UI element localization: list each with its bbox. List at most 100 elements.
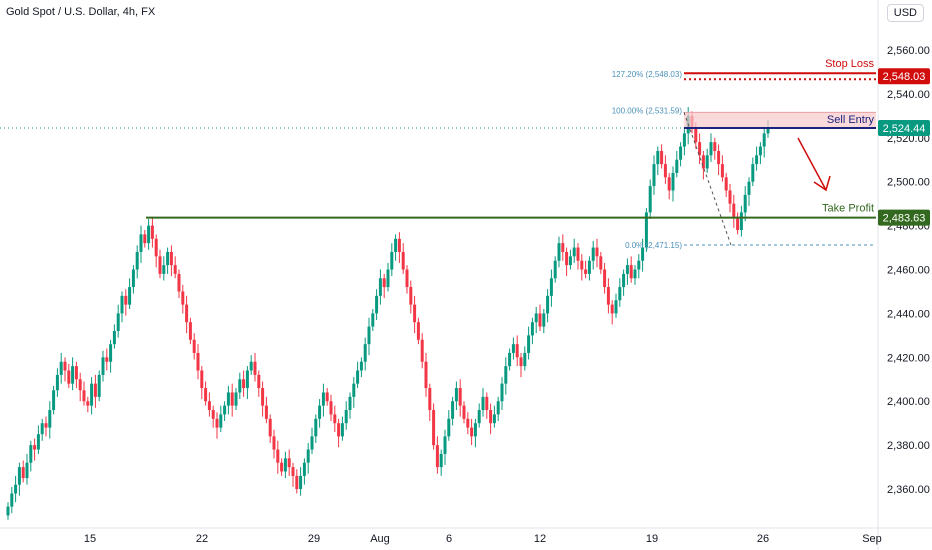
- candle-body: [641, 247, 645, 261]
- candle-body: [101, 357, 105, 375]
- candle-body: [78, 379, 82, 391]
- candle-body: [701, 155, 705, 169]
- candle-body: [55, 374, 59, 391]
- candle-body: [519, 357, 523, 367]
- take-profit-badge-label: 2,483.63: [883, 213, 926, 225]
- candle-body: [40, 423, 44, 435]
- candle-body: [580, 260, 584, 270]
- candle-body: [371, 313, 375, 327]
- candle-body: [584, 269, 588, 274]
- candle-body: [637, 260, 641, 270]
- candle-body: [443, 436, 447, 454]
- candle-body: [496, 401, 500, 415]
- candle-body: [473, 423, 477, 437]
- candle-body: [709, 142, 713, 156]
- y-tick-label: 2,460.00: [887, 265, 930, 277]
- candle-body: [109, 344, 113, 362]
- candle-body: [147, 225, 151, 244]
- candle-body: [435, 445, 439, 468]
- candle-body: [477, 410, 481, 424]
- candle-body: [131, 269, 135, 288]
- candle-body: [481, 396, 485, 411]
- candle-body: [329, 401, 333, 415]
- candle-body: [10, 493, 14, 507]
- candle-body: [553, 260, 557, 279]
- candle-body: [200, 370, 204, 389]
- candle-body: [492, 414, 496, 424]
- candle-body: [17, 467, 21, 485]
- y-tick-label: 2,500.00: [887, 177, 930, 189]
- candle-body: [542, 313, 546, 327]
- candle-body: [610, 304, 614, 314]
- candle-body: [188, 322, 192, 340]
- candle-body: [344, 410, 348, 424]
- candle-body: [755, 155, 759, 165]
- candle-body: [386, 269, 390, 288]
- candle-body: [97, 374, 101, 397]
- candle-body: [257, 374, 261, 389]
- candle-body: [306, 449, 310, 463]
- candle-body: [310, 436, 314, 450]
- candle-body: [33, 445, 37, 450]
- candle-body: [625, 265, 629, 274]
- candle-body: [245, 370, 249, 389]
- candle-body: [504, 366, 508, 384]
- sell-entry-badge-label: 2,524.44: [883, 123, 926, 135]
- sell-entry-badge: [878, 120, 930, 137]
- candle-body: [135, 251, 139, 270]
- candle-body: [242, 379, 246, 389]
- candle-body: [405, 269, 409, 288]
- take-profit-badge: [878, 209, 930, 226]
- candle-body: [572, 247, 576, 257]
- candle-body: [413, 304, 417, 323]
- x-tick-label: 15: [84, 533, 96, 545]
- candle-body: [299, 475, 303, 490]
- candle-body: [325, 392, 329, 402]
- candle-body: [287, 458, 291, 468]
- candle-body: [409, 287, 413, 305]
- x-tick-label: 22: [196, 533, 208, 545]
- y-tick-label: 2,420.00: [887, 352, 930, 364]
- candle-body: [215, 418, 219, 428]
- candle-body: [196, 352, 200, 371]
- candle-body: [538, 313, 542, 327]
- candle-body: [234, 392, 238, 406]
- candle-body: [397, 238, 401, 252]
- candle-body: [74, 366, 78, 380]
- candle-body: [698, 142, 702, 156]
- fib-100-label: 100.00% (2,531.59): [612, 106, 683, 115]
- candle-body: [549, 278, 553, 296]
- candle-body: [378, 278, 382, 296]
- x-tick-label: Aug: [370, 533, 390, 545]
- candle-body: [333, 414, 337, 424]
- candle-body: [169, 251, 173, 266]
- candle-body: [264, 405, 268, 419]
- candle-body: [591, 247, 595, 261]
- candle-body: [124, 295, 128, 305]
- candle-body: [728, 190, 732, 204]
- candle-body: [166, 251, 170, 266]
- candle-body: [230, 392, 234, 406]
- fib-diagonal: [683, 112, 732, 246]
- candle-body: [71, 366, 75, 384]
- candle-body: [93, 383, 97, 397]
- candle-body: [633, 269, 637, 279]
- candle-body: [204, 388, 208, 402]
- candle-body: [192, 339, 196, 353]
- fib-zero-label: 0.0% (2,471.15): [625, 241, 682, 250]
- candle-body: [59, 361, 63, 375]
- candle-body: [679, 146, 683, 160]
- currency-button[interactable]: USD: [886, 4, 924, 22]
- y-tick-label: 2,380.00: [887, 440, 930, 452]
- candle-body: [717, 150, 721, 165]
- candle-body: [424, 361, 428, 389]
- candle-body: [90, 383, 94, 406]
- candle-body: [462, 405, 466, 419]
- candle-body: [751, 164, 755, 182]
- chart-title: Gold Spot / U.S. Dollar, 4h, FX: [6, 6, 156, 18]
- candle-body: [660, 150, 664, 165]
- candle-body: [629, 265, 633, 279]
- candle-body: [340, 423, 344, 437]
